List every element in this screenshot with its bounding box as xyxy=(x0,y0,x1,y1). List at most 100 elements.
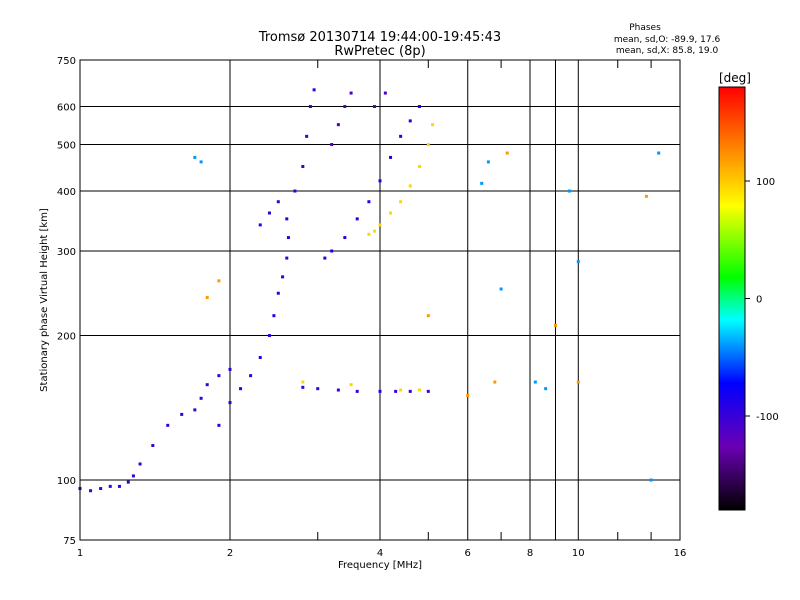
echo-point xyxy=(166,423,170,427)
echo-point xyxy=(180,412,184,416)
echo-point xyxy=(308,105,312,109)
echo-point xyxy=(205,296,209,300)
y-tick-label: 400 xyxy=(57,187,76,198)
plot-frame xyxy=(79,59,681,541)
echo-point xyxy=(417,388,421,392)
colorbar-tick-label: 0 xyxy=(756,295,762,306)
phases-o-label: mean, sd,O: -89.9, 17.6 xyxy=(614,35,721,45)
echo-point xyxy=(205,383,209,387)
echo-point xyxy=(367,200,371,204)
x-tick-label: 6 xyxy=(465,548,471,559)
echo-point xyxy=(426,143,430,147)
echo-point xyxy=(228,367,232,371)
y-tick-label: 750 xyxy=(57,56,76,67)
chart-subtitle: RwPretec (8p) xyxy=(334,44,425,59)
colorbar-ticks: 100 0 -100 xyxy=(745,177,779,423)
echo-point xyxy=(89,489,93,493)
y-tick-label: 600 xyxy=(57,103,76,114)
x-tick-label: 2 xyxy=(227,548,233,559)
echo-point xyxy=(417,105,421,109)
echo-point xyxy=(378,389,382,393)
echo-point xyxy=(355,217,359,221)
echo-point xyxy=(301,380,305,384)
echo-point xyxy=(408,119,412,123)
echo-point xyxy=(389,211,393,215)
y-tick-label: 75 xyxy=(63,536,76,547)
echo-point xyxy=(330,143,334,147)
colorbar-tick-label: 100 xyxy=(756,177,775,188)
echo-point xyxy=(285,217,289,221)
y-tick-label: 100 xyxy=(57,476,76,487)
phases-x-label: mean, sd,X: 85.8, 19.0 xyxy=(616,46,719,56)
echo-point xyxy=(383,91,387,95)
y-axis-label: Stationary phase Virtual Height [km] xyxy=(39,208,50,392)
echo-point xyxy=(367,232,371,236)
phases-title: Phases xyxy=(629,23,661,33)
echo-point xyxy=(281,275,285,279)
echo-point xyxy=(399,388,403,392)
echo-point xyxy=(355,389,359,393)
y-tick-label: 300 xyxy=(57,247,76,258)
echo-point xyxy=(399,134,403,138)
echo-point xyxy=(394,389,398,393)
echo-point xyxy=(657,151,661,155)
echo-point xyxy=(151,444,155,448)
echo-point xyxy=(408,389,412,393)
echo-point xyxy=(258,223,262,227)
colorbar-unit: [deg] xyxy=(719,71,751,85)
echo-point xyxy=(486,160,490,164)
echo-point xyxy=(193,408,197,412)
x-tick-label: 1 xyxy=(77,548,83,559)
echo-points xyxy=(78,88,661,493)
echo-point xyxy=(199,396,203,400)
echo-point xyxy=(343,236,347,240)
echo-point xyxy=(286,236,290,240)
echo-point xyxy=(336,123,340,127)
echo-point xyxy=(378,179,382,183)
echo-point xyxy=(258,355,262,359)
echo-point xyxy=(553,323,557,327)
echo-point xyxy=(267,211,271,215)
y-tick-label: 500 xyxy=(57,141,76,152)
x-tick-label: 4 xyxy=(377,548,383,559)
chart-title: Tromsø 20130714 19:44:00-19:45:43 xyxy=(258,30,501,45)
echo-point xyxy=(305,134,309,138)
echo-point xyxy=(276,200,280,204)
x-axis-label: Frequency [MHz] xyxy=(338,560,422,571)
echo-point xyxy=(649,478,653,482)
colorbar xyxy=(718,86,746,511)
echo-point xyxy=(567,189,571,193)
echo-point xyxy=(330,249,334,253)
echo-point xyxy=(426,314,430,318)
y-tick-label: 200 xyxy=(57,332,76,343)
echo-point xyxy=(126,480,130,484)
echo-point xyxy=(399,200,403,204)
echo-point xyxy=(316,387,320,391)
echo-point xyxy=(217,374,221,378)
echo-point xyxy=(493,380,497,384)
echo-point xyxy=(349,383,353,387)
x-tick-label: 10 xyxy=(572,548,585,559)
echo-point xyxy=(138,462,142,466)
echo-point xyxy=(499,287,503,291)
echo-point xyxy=(644,194,648,198)
echo-point xyxy=(293,189,297,193)
echo-point xyxy=(117,484,121,488)
echo-point xyxy=(378,223,382,227)
echo-point xyxy=(349,91,353,95)
echo-point xyxy=(466,394,470,398)
echo-point xyxy=(217,279,221,283)
echo-point xyxy=(285,256,289,260)
x-tick-label: 8 xyxy=(527,548,533,559)
echo-point xyxy=(373,229,377,233)
echo-point xyxy=(576,380,580,384)
echo-point xyxy=(343,105,347,109)
echo-point xyxy=(199,160,203,164)
echo-point xyxy=(239,387,243,391)
echo-point xyxy=(312,88,316,92)
echo-point xyxy=(389,155,393,159)
echo-point xyxy=(131,474,135,478)
echo-point xyxy=(108,484,112,488)
echo-point xyxy=(505,151,509,155)
